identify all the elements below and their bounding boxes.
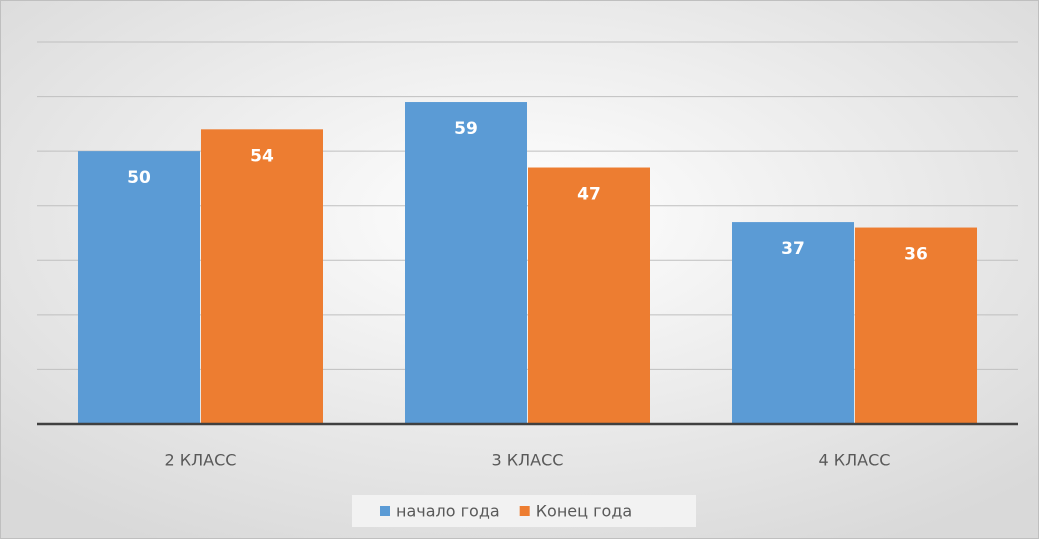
x-tick-label: 2 КЛАСС bbox=[165, 451, 237, 470]
data-label: 54 bbox=[250, 146, 274, 166]
bar bbox=[855, 227, 977, 424]
legend-label: Конец года bbox=[536, 502, 633, 521]
bar bbox=[78, 151, 200, 424]
legend-label: начало года bbox=[396, 502, 500, 521]
legend-swatch bbox=[519, 506, 530, 516]
data-label: 37 bbox=[781, 239, 805, 259]
data-label: 36 bbox=[904, 245, 928, 265]
bar bbox=[732, 222, 854, 424]
data-label: 59 bbox=[454, 119, 478, 139]
x-tick-label: 3 КЛАСС bbox=[492, 451, 564, 470]
bar bbox=[201, 129, 323, 425]
data-label: 50 bbox=[127, 168, 151, 188]
bar bbox=[405, 102, 527, 425]
legend-swatch bbox=[380, 506, 390, 516]
bar bbox=[528, 167, 650, 424]
data-label: 47 bbox=[577, 185, 601, 205]
x-tick-label: 4 КЛАСС bbox=[819, 451, 891, 470]
